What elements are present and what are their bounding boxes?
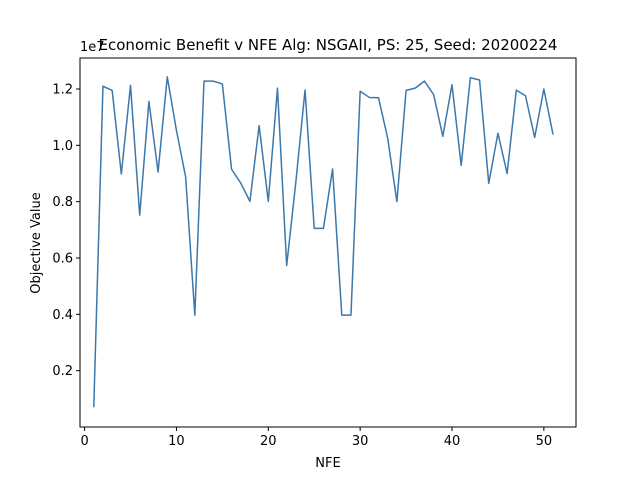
x-tick-label: 0: [80, 434, 88, 449]
y-tick-label: 0.6: [52, 251, 73, 266]
chart-title: Economic Benefit v NFE Alg: NSGAII, PS: …: [99, 36, 558, 54]
y-tick-label: 0.4: [52, 308, 73, 323]
x-tick-label: 10: [168, 434, 185, 449]
x-tick-label: 40: [444, 434, 461, 449]
x-tick-label: 20: [260, 434, 277, 449]
x-axis-label: NFE: [315, 456, 340, 471]
x-tick-label: 30: [352, 434, 369, 449]
axes-frame: [79, 57, 577, 428]
y-tick-label: 1.2: [52, 82, 73, 97]
y-tick-label: 1.0: [52, 139, 73, 154]
y-axis-multiplier: 1e7: [80, 40, 105, 55]
y-tick-label: 0.8: [52, 195, 73, 210]
y-tick-label: 0.2: [52, 364, 73, 379]
plot-area: 0 10 20 30 40 50 0.2 0.4 0.6 0.8 1.0 1.2: [52, 57, 577, 449]
y-axis-label: Objective Value: [29, 192, 44, 293]
x-tick-label: 50: [536, 434, 553, 449]
series-line-0: [93, 76, 554, 408]
